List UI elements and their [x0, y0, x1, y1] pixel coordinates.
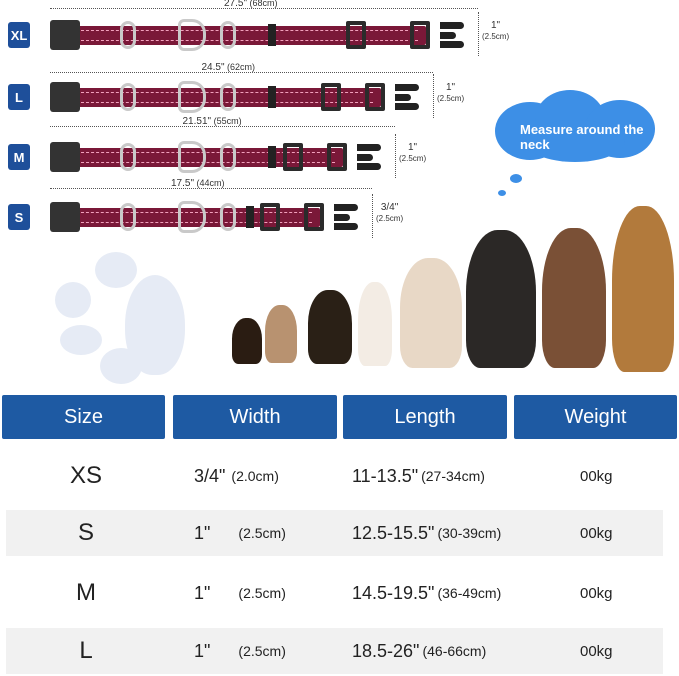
length-dimension-line: [50, 8, 478, 9]
width-label: 3/4" (2.5cm): [376, 202, 404, 223]
ring: [220, 203, 236, 231]
cell-length: 14.5-19.5" (36-49cm): [352, 582, 502, 603]
cell-width: 3/4" (2.0cm): [194, 465, 279, 486]
keeper: [246, 206, 254, 228]
width-dimension-line: [478, 12, 479, 56]
cell-size: XS: [69, 462, 102, 489]
width-dimension-line: [372, 194, 373, 238]
d-ring: [178, 201, 206, 233]
keeper: [268, 24, 276, 46]
length-label: 27.5" (68cm): [224, 0, 278, 9]
slider: [410, 21, 430, 49]
buckle-female: [50, 20, 80, 50]
collar-strap: [68, 26, 426, 45]
width-label: 1" (2.5cm): [482, 20, 510, 41]
length-label: 21.51" (55cm): [182, 116, 242, 127]
ring: [220, 21, 236, 49]
ring: [120, 21, 136, 49]
keeper: [268, 146, 276, 168]
buckle-male: [440, 22, 466, 48]
buckle-male: [357, 144, 383, 170]
size-badge-m: M: [8, 144, 30, 170]
d-ring: [178, 19, 206, 51]
size-badge-l: L: [8, 84, 30, 110]
speech-cloud: [495, 90, 655, 196]
buckle-male: [334, 204, 360, 230]
cell-weight: 00kg: [580, 584, 613, 602]
width-dimension-line: [395, 134, 396, 178]
collar-s: [50, 200, 360, 234]
cell-length: 11-13.5" (27-34cm): [352, 465, 485, 486]
buckle-female: [50, 142, 80, 172]
ring: [120, 203, 136, 231]
table-row: S 1" (2.5cm) 12.5-15.5" (30-39cm) 00kg: [6, 510, 663, 556]
buckle-female: [50, 82, 80, 112]
cell-weight: 00kg: [580, 467, 613, 485]
size-badge-xl: XL: [8, 22, 30, 48]
length-label: 24.5" (62cm): [201, 62, 256, 73]
slider: [304, 203, 324, 231]
collar-m: [50, 140, 383, 174]
slider: [327, 143, 347, 171]
collar-xl: [50, 18, 466, 52]
cell-weight: 00kg: [580, 642, 613, 660]
cell-size: M: [76, 579, 96, 606]
cell-length: 12.5-15.5" (30-39cm): [352, 522, 502, 543]
cell-width: 1" (2.5cm): [194, 640, 286, 661]
keeper: [268, 86, 276, 108]
length-dimension-line: [50, 188, 372, 189]
buckle-male: [395, 84, 421, 110]
width-label: 1" (2.5cm): [437, 82, 465, 103]
d-ring: [178, 81, 206, 113]
collar-strap: [68, 88, 381, 107]
width-dimension-line: [433, 74, 434, 118]
cell-length: 18.5-26" (46-66cm): [352, 640, 487, 661]
d-ring: [178, 141, 206, 173]
slider: [321, 83, 341, 111]
ring: [220, 83, 236, 111]
buckle-female: [50, 202, 80, 232]
collar-l: [50, 80, 421, 114]
slider: [260, 203, 280, 231]
size-badge-s: S: [8, 204, 30, 230]
table-row: M 1" (2.5cm) 14.5-19.5" (36-49cm) 00kg: [6, 570, 663, 616]
table-row: L 1" (2.5cm) 18.5-26" (46-66cm) 00kg: [6, 628, 663, 674]
header-weight: Weight: [514, 395, 677, 439]
cell-size: S: [77, 519, 94, 546]
ring: [120, 143, 136, 171]
slider: [283, 143, 303, 171]
length-dimension-line: [50, 126, 395, 127]
slider: [346, 21, 366, 49]
length-dimension-line: [50, 72, 433, 73]
length-label: 17.5" (44cm): [171, 178, 225, 189]
cell-width: 1" (2.5cm): [194, 582, 286, 603]
header-width: Width: [173, 395, 337, 439]
ring: [220, 143, 236, 171]
header-size: Size: [2, 395, 165, 439]
cell-width: 1" (2.5cm): [194, 522, 286, 543]
table-row: XS 3/4" (2.0cm) 11-13.5" (27-34cm) 00kg: [6, 453, 663, 499]
width-label: 1" (2.5cm): [399, 142, 427, 163]
header-length: Length: [343, 395, 507, 439]
measure-callout: Measure around the neck: [520, 122, 644, 152]
ring: [120, 83, 136, 111]
cell-size: L: [79, 637, 93, 664]
slider: [365, 83, 385, 111]
cell-weight: 00kg: [580, 524, 613, 542]
